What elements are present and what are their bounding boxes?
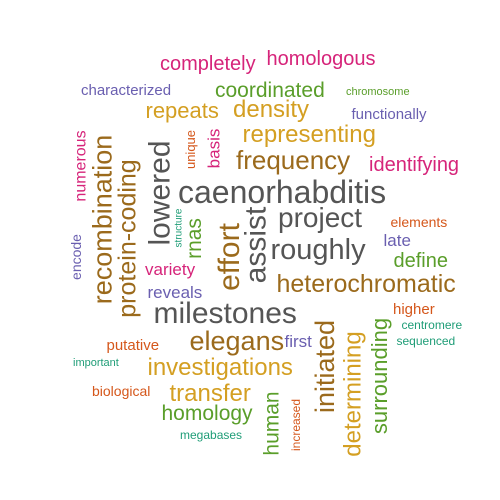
word-elegans: elegans <box>189 325 285 356</box>
word-human: human <box>260 390 284 456</box>
word-density: density <box>233 96 310 123</box>
word-sequenced: sequenced <box>396 334 456 348</box>
word-coordinated: coordinated <box>215 78 325 102</box>
word-important: important <box>73 356 119 369</box>
word-transfer: transfer <box>169 380 251 407</box>
word-identifying: identifying <box>369 154 460 176</box>
word-biological: biological <box>92 383 151 399</box>
word-investigations: investigations <box>147 354 293 381</box>
word-heterochromatic: heterochromatic <box>276 269 456 298</box>
word-representing: representing <box>242 121 376 148</box>
word-homology: homology <box>161 401 253 425</box>
word-unique: unique <box>182 129 198 169</box>
word-putative: putative <box>106 336 160 354</box>
word-surrounding: surrounding <box>367 317 393 435</box>
word-define: define <box>393 250 449 272</box>
word-rnas: rnas <box>182 217 206 259</box>
word-recombination: recombination <box>87 134 118 304</box>
word-completely: completely <box>160 53 256 75</box>
word-assist: assist <box>238 206 272 284</box>
word-centromere: centromere <box>401 318 463 332</box>
word-megabases: megabases <box>180 428 243 442</box>
word-project: project <box>278 202 363 233</box>
word-milestones: milestones <box>153 297 297 330</box>
word-caenorhabditis: caenorhabditis <box>178 174 387 210</box>
word-homologous: homologous <box>266 48 376 70</box>
word-functionally: functionally <box>351 105 427 123</box>
word-increased: increased <box>289 398 304 452</box>
word-characterized: characterized <box>81 81 172 99</box>
word-encode: encode <box>67 234 84 280</box>
word-repeats: repeats <box>145 98 219 123</box>
word-protein-coding: protein-coding <box>113 158 142 318</box>
word-late: late <box>383 230 411 250</box>
word-elements: elements <box>390 214 448 230</box>
word-initiated: initiated <box>309 319 340 413</box>
word-basis: basis <box>204 128 224 168</box>
word-determining: determining <box>339 331 367 457</box>
word-frequency: frequency <box>236 145 351 175</box>
word-roughly: roughly <box>270 233 366 266</box>
word-reveals: reveals <box>147 282 203 302</box>
word-chromosome: chromosome <box>346 85 410 98</box>
word-higher: higher <box>393 300 435 318</box>
word-first: first <box>284 331 312 351</box>
word-variety: variety <box>145 259 196 279</box>
word-lowered: lowered <box>143 140 177 246</box>
